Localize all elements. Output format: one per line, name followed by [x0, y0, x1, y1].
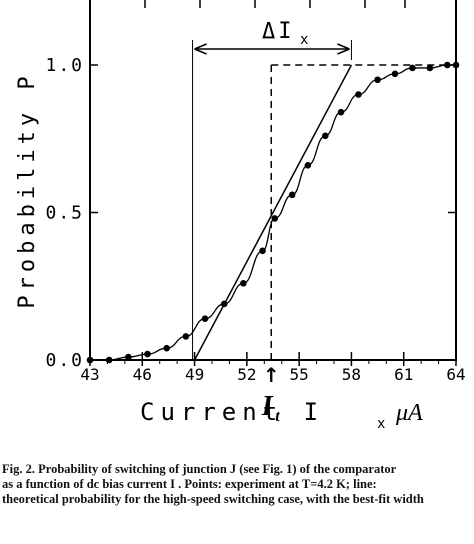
x-tick-label-43: 43 — [80, 365, 99, 384]
data-point — [201, 315, 209, 323]
x-tick-label-58: 58 — [342, 365, 361, 384]
data-point — [105, 356, 113, 364]
plot-frame — [89, 0, 457, 361]
data-point — [182, 333, 190, 340]
data-point — [220, 300, 228, 308]
y-axis-label: Probability P — [15, 71, 40, 308]
data-point — [355, 91, 362, 98]
data-point — [259, 247, 266, 255]
threshold-label: I — [261, 391, 274, 422]
data-point — [304, 162, 312, 169]
data-point — [144, 350, 151, 358]
threshold-arrow: ↑ — [263, 363, 280, 387]
caption-line-3: theoretical probability for the high-spe… — [2, 492, 424, 506]
data-point — [443, 61, 451, 69]
caption-line-1: Fig. 2. Probability of switching of junc… — [2, 462, 397, 476]
x-axis-label: Current I — [140, 398, 324, 426]
x-axis-label-subscript: x — [377, 416, 385, 432]
x-tick-label-52: 52 — [237, 365, 256, 384]
delta-arrow-right-head — [337, 43, 350, 55]
threshold-label-subscript: t — [275, 408, 280, 425]
data-point — [391, 70, 399, 78]
y-tick-label-1.0: 1.0 — [45, 55, 84, 76]
delta-arrow-left-head — [194, 43, 207, 55]
x-tick-label-49: 49 — [185, 365, 204, 384]
y-tick-label-0.0: 0.0 — [45, 350, 84, 371]
x-tick-label-64: 64 — [446, 365, 465, 384]
data-point — [240, 280, 247, 287]
data-point — [409, 64, 416, 72]
x-tick-label-55: 55 — [290, 365, 309, 384]
data-point — [288, 191, 296, 199]
x-tick-label-46: 46 — [133, 365, 152, 384]
data-point — [337, 108, 345, 116]
delta-label: ΔI — [262, 19, 295, 44]
caption-line-2: as a function of dc bias current I . Poi… — [2, 477, 377, 491]
data-point — [426, 64, 434, 72]
data-point — [321, 132, 329, 140]
data-point — [86, 356, 94, 364]
experiment-curve — [90, 64, 456, 361]
theory-line — [193, 64, 353, 361]
x-tick-label-61: 61 — [394, 365, 413, 384]
data-point — [452, 61, 460, 69]
data-point — [163, 344, 170, 352]
delta-label-subscript: x — [300, 32, 308, 48]
data-point — [374, 76, 381, 84]
figure-caption: Fig. 2. Probability of switching of junc… — [2, 462, 474, 544]
data-point — [271, 215, 279, 222]
y-tick-label-0.5: 0.5 — [45, 203, 84, 224]
data-point — [125, 353, 132, 361]
x-axis-unit: μA — [395, 400, 423, 426]
